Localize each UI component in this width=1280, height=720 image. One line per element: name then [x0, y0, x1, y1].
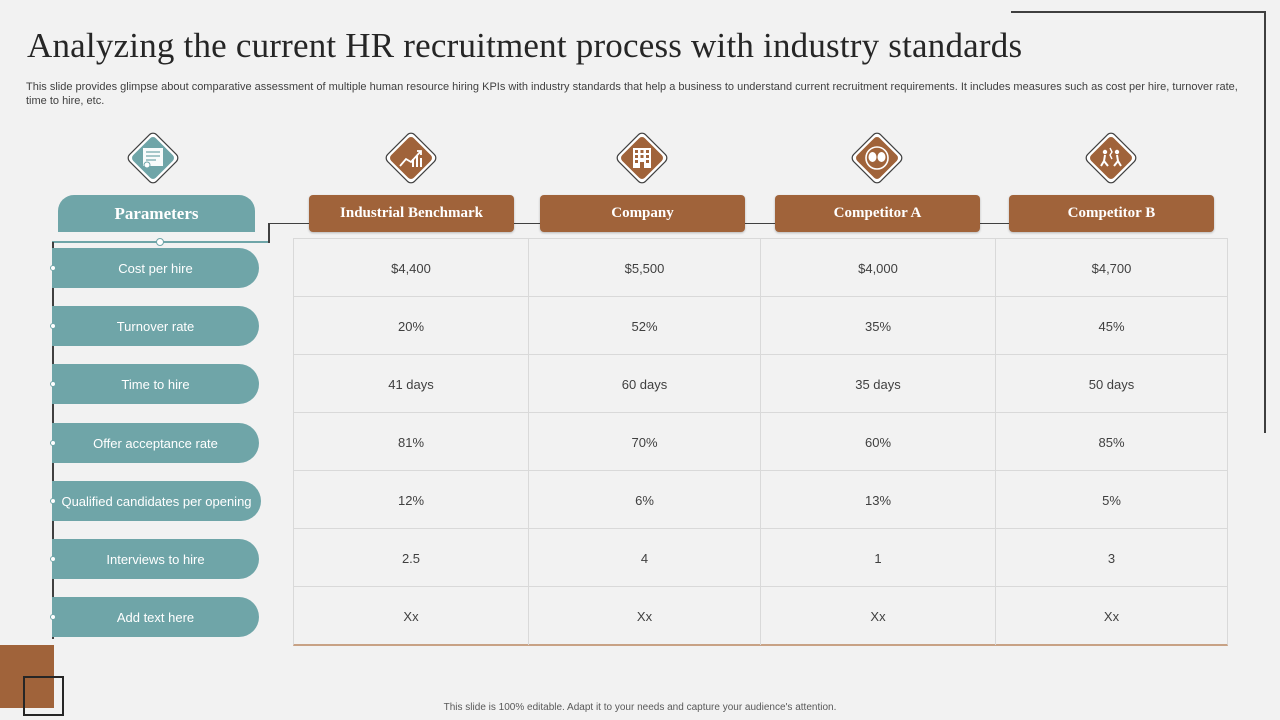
- table-row: Xx Xx Xx Xx: [294, 587, 1227, 645]
- row-dot: [50, 265, 56, 271]
- table-cell: $5,500: [528, 239, 760, 297]
- connector-line: [980, 223, 1010, 224]
- decorative-frame: [1011, 11, 1266, 433]
- table-cell: Xx: [760, 587, 995, 645]
- parameter-add-text: Add text here: [52, 597, 259, 637]
- row-dot: [50, 556, 56, 562]
- table-row: 20% 52% 35% 45%: [294, 297, 1227, 355]
- parameter-cost-per-hire: Cost per hire: [52, 248, 259, 288]
- column-header-competitor-b: Competitor B: [1009, 195, 1214, 232]
- connector-line: [745, 223, 776, 224]
- table-cell: 70%: [528, 413, 760, 471]
- row-dot: [50, 440, 56, 446]
- document-gear-icon: [123, 128, 183, 188]
- table-cell: 52%: [528, 297, 760, 355]
- table-cell: 6%: [528, 471, 760, 529]
- table-row: 2.5 4 1 3: [294, 529, 1227, 587]
- row-dot: [50, 381, 56, 387]
- table-cell: 50 days: [995, 355, 1227, 413]
- table-cell: 2.5: [401, 550, 421, 566]
- table-cell: 5%: [995, 471, 1227, 529]
- parameter-time-to-hire: Time to hire: [52, 364, 259, 404]
- table-cell: 85%: [995, 413, 1227, 471]
- table-cell: 3: [995, 529, 1227, 587]
- table-cell: $4,000: [760, 239, 995, 297]
- decorative-square-outline: [23, 676, 64, 716]
- column-header-industrial-benchmark: Industrial Benchmark: [309, 195, 514, 232]
- building-icon: [612, 128, 672, 188]
- table-cell: 81%: [397, 434, 425, 450]
- parameter-qualified-candidates: Qualified candidates per opening: [52, 481, 261, 521]
- table-cell: 4: [528, 529, 760, 587]
- footer-note: This slide is 100% editable. Adapt it to…: [443, 702, 837, 713]
- page-subtitle: This slide provides glimpse about compar…: [26, 81, 1238, 107]
- table-cell: 45%: [995, 297, 1227, 355]
- table-cell: $4,400: [391, 260, 431, 276]
- table-row: 81% 70% 60% 85%: [294, 413, 1227, 471]
- parameter-offer-acceptance-rate: Offer acceptance rate: [52, 423, 259, 463]
- parameter-interviews-to-hire: Interviews to hire: [52, 539, 259, 579]
- connector-line: [268, 223, 270, 243]
- table-cell: 35 days: [760, 355, 995, 413]
- separator-dot: [156, 238, 164, 246]
- parameters-header: Parameters: [58, 195, 255, 232]
- table-row: 41 days 60 days 35 days 50 days: [294, 355, 1227, 413]
- table-cell: 41 days: [388, 376, 434, 392]
- boxing-gloves-icon: [847, 128, 907, 188]
- connector-line: [268, 223, 310, 224]
- table-cell: $4,700: [995, 239, 1227, 297]
- row-dot: [50, 323, 56, 329]
- table-cell: 13%: [760, 471, 995, 529]
- comparison-table: $4,400 $5,500 $4,000 $4,700 20% 52% 35% …: [293, 238, 1228, 646]
- page-title: Analyzing the current HR recruitment pro…: [27, 26, 1023, 65]
- competition-figures-icon: [1081, 128, 1141, 188]
- table-cell: 60 days: [528, 355, 760, 413]
- table-cell: Xx: [995, 587, 1227, 645]
- table-cell: 35%: [760, 297, 995, 355]
- column-header-company: Company: [540, 195, 745, 232]
- connector-line: [514, 223, 541, 224]
- column-header-competitor-a: Competitor A: [775, 195, 980, 232]
- parameter-turnover-rate: Turnover rate: [52, 306, 259, 346]
- table-cell: 60%: [760, 413, 995, 471]
- row-dot: [50, 614, 56, 620]
- table-cell: 20%: [397, 318, 425, 334]
- table-row: $4,400 $5,500 $4,000 $4,700: [294, 239, 1227, 297]
- row-dot: [50, 498, 56, 504]
- chart-trend-icon: [381, 128, 441, 188]
- table-cell: Xx: [528, 587, 760, 645]
- table-row: 12% 6% 13% 5%: [294, 471, 1227, 529]
- table-cell: 1: [760, 529, 995, 587]
- table-cell: Xx: [403, 608, 419, 624]
- table-cell: 12%: [397, 492, 425, 508]
